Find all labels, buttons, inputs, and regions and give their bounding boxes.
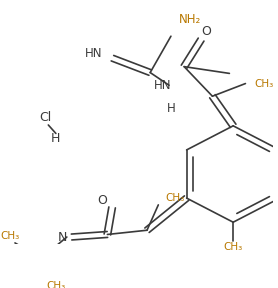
Text: CH₃: CH₃: [166, 193, 185, 203]
Text: Cl: Cl: [39, 111, 51, 124]
Text: CH₃: CH₃: [46, 281, 65, 288]
Text: HN: HN: [153, 79, 171, 92]
Text: NH₂: NH₂: [178, 13, 201, 26]
Text: CH₃: CH₃: [224, 242, 243, 252]
Text: CH₃: CH₃: [1, 231, 20, 241]
Text: H: H: [51, 132, 61, 145]
Text: CH₃: CH₃: [255, 79, 274, 88]
Text: N: N: [58, 230, 67, 244]
Text: HN: HN: [85, 48, 102, 60]
Text: O: O: [98, 194, 108, 207]
Text: H: H: [167, 103, 175, 115]
Text: O: O: [201, 25, 211, 38]
